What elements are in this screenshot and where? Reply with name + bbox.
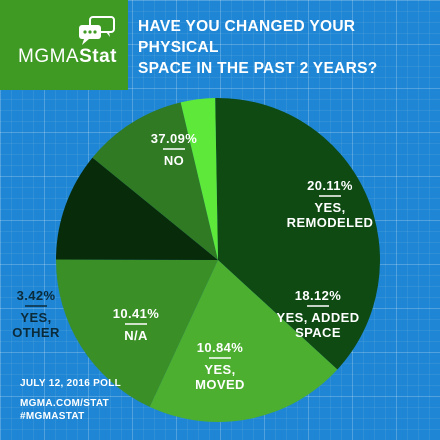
slice-category-5-0: YES, [20,310,51,325]
slice-label-4: 10.41% N/A [113,306,160,343]
pie-slice-3 [56,157,218,260]
brand-suffix: Stat [79,46,118,67]
slice-category-4-0: N/A [124,328,148,343]
slice-label-0: 37.09% NO [151,131,198,168]
slice-category-1-0: YES, [314,200,345,215]
pie-slice-2 [56,259,218,407]
chart-title: HAVE YOU CHANGED YOUR PHYSICAL SPACE IN … [138,16,434,79]
slice-category-2-0: YES, ADDED [277,310,360,325]
footer-hashtag: #MGMASTAT [20,411,85,422]
chart-title-line-1: HAVE YOU CHANGED YOUR PHYSICAL [138,18,356,56]
slice-percent-2: 18.12% [295,288,342,303]
slice-category-3-1: MOVED [195,377,245,392]
slice-percent-3: 10.84% [197,340,244,355]
pie-slice-0 [215,98,380,370]
pie-slice-1 [149,260,338,422]
pie-slice-4 [92,102,218,260]
pie-slice-5 [180,98,218,260]
poll-date: JULY 12, 2016 POLL [20,378,122,389]
brand-logo: MGMAStat [0,0,128,90]
slice-percent-4: 10.41% [113,306,160,321]
slice-label-1: 20.11% YES,REMODELED [287,178,374,230]
slice-category-3-0: YES, [204,362,235,377]
slice-category-2-1: SPACE [295,325,341,340]
chart-title-line-2: SPACE IN THE PAST 2 YEARS? [138,60,378,77]
slice-category-0-0: NO [164,153,184,168]
slice-category-5-1: OTHER [12,325,60,340]
slice-label-3: 10.84% YES,MOVED [195,340,245,392]
brand-prefix: MGMA [18,46,80,67]
chat-bubbles-icon [79,16,115,45]
brand-wordmark: MGMAStat [18,46,117,68]
slice-percent-1: 20.11% [307,178,353,193]
slice-label-5: 3.42% YES,OTHER [12,288,60,340]
slice-category-1-1: REMODELED [287,215,374,230]
slice-percent-0: 37.09% [151,131,198,146]
slice-percent-5: 3.42% [17,288,56,303]
footer-url[interactable]: MGMA.COM/STAT [20,398,110,409]
